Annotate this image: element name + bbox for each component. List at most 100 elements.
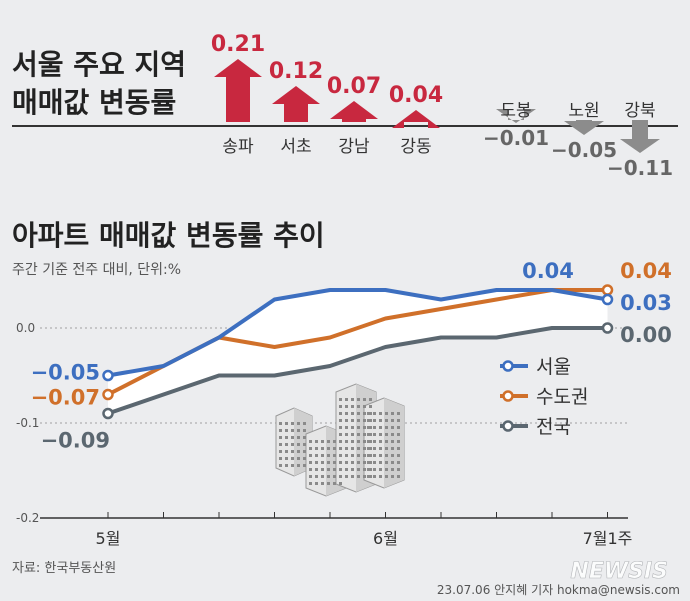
series-point-seoul bbox=[601, 293, 614, 306]
window-mark bbox=[345, 398, 348, 401]
district-arrows: 0.21 송파 0.12 서초 0.07 강남 0.04 강동 −0.01 도봉 −0.05 노원 −0… bbox=[211, 32, 673, 180]
window-mark bbox=[279, 429, 282, 432]
window-mark bbox=[363, 398, 366, 401]
data-label: 0.04 bbox=[620, 259, 672, 283]
window-mark bbox=[391, 412, 394, 415]
district-name: 강북 bbox=[624, 101, 655, 121]
window-mark bbox=[385, 468, 388, 471]
window-mark bbox=[379, 447, 382, 450]
window-mark bbox=[315, 447, 318, 450]
window-mark bbox=[391, 419, 394, 422]
window-mark bbox=[369, 419, 372, 422]
window-mark bbox=[291, 436, 294, 439]
window-mark bbox=[385, 419, 388, 422]
window-mark bbox=[373, 433, 376, 436]
window-mark bbox=[369, 405, 372, 408]
district-value: −0.01 bbox=[483, 126, 549, 150]
window-mark bbox=[367, 440, 370, 443]
window-mark bbox=[339, 482, 342, 485]
window-mark bbox=[333, 440, 336, 443]
window-mark bbox=[369, 398, 372, 401]
arrow-강동 bbox=[392, 110, 440, 128]
x-tick-label: 7월1주 bbox=[583, 529, 633, 548]
window-mark bbox=[315, 482, 318, 485]
window-mark bbox=[309, 482, 312, 485]
window-mark bbox=[397, 454, 400, 457]
window-mark bbox=[379, 440, 382, 443]
data-label: −0.07 bbox=[31, 386, 100, 410]
window-mark bbox=[369, 461, 372, 464]
window-mark bbox=[309, 461, 312, 464]
window-mark bbox=[297, 436, 300, 439]
window-mark bbox=[369, 454, 372, 457]
watermark-logo: NEWSIS bbox=[570, 559, 668, 584]
window-mark bbox=[297, 450, 300, 453]
window-mark bbox=[379, 419, 382, 422]
window-mark bbox=[357, 398, 360, 401]
window-mark bbox=[351, 475, 354, 478]
window-mark bbox=[327, 468, 330, 471]
window-mark bbox=[373, 447, 376, 450]
window-mark bbox=[385, 461, 388, 464]
arrow-도봉 bbox=[496, 109, 536, 123]
window-mark bbox=[385, 412, 388, 415]
window-mark bbox=[391, 454, 394, 457]
window-mark bbox=[345, 454, 348, 457]
window-mark bbox=[351, 405, 354, 408]
window-mark bbox=[373, 475, 376, 478]
window-mark bbox=[367, 419, 370, 422]
window-mark bbox=[279, 436, 282, 439]
window-mark bbox=[379, 426, 382, 429]
window-mark bbox=[345, 468, 348, 471]
arrow-서초 bbox=[272, 86, 320, 122]
window-mark bbox=[345, 426, 348, 429]
district-value: −0.11 bbox=[607, 156, 673, 180]
window-mark bbox=[351, 461, 354, 464]
data-label: 0.03 bbox=[620, 291, 672, 315]
legend-marker bbox=[502, 360, 514, 372]
window-mark bbox=[339, 398, 342, 401]
window-mark bbox=[309, 475, 312, 478]
window-mark bbox=[351, 426, 354, 429]
window-mark bbox=[351, 454, 354, 457]
window-mark bbox=[357, 405, 360, 408]
window-mark bbox=[391, 433, 394, 436]
chart-lines: −0.05−0.07 −0.09 0.04 0.04 0.03 0.00 bbox=[31, 259, 672, 453]
seoul-nation-band bbox=[108, 290, 608, 414]
window-mark bbox=[357, 440, 360, 443]
arrow-송파 bbox=[214, 59, 262, 122]
window-mark bbox=[369, 447, 372, 450]
window-mark bbox=[385, 440, 388, 443]
window-mark bbox=[291, 450, 294, 453]
window-mark bbox=[373, 461, 376, 464]
window-mark bbox=[339, 440, 342, 443]
window-mark bbox=[397, 468, 400, 471]
window-mark bbox=[373, 426, 376, 429]
district-name: 도봉 bbox=[500, 101, 531, 121]
y-tick-label: -0.2 bbox=[16, 511, 39, 525]
window-mark bbox=[333, 482, 336, 485]
window-mark bbox=[303, 429, 306, 432]
window-mark bbox=[391, 461, 394, 464]
window-mark bbox=[385, 447, 388, 450]
arrow-강남 bbox=[330, 101, 378, 122]
top-title-line2: 매매값 변동률 bbox=[12, 86, 176, 119]
legend-label: 서울 bbox=[536, 356, 571, 378]
window-mark bbox=[391, 468, 394, 471]
window-mark bbox=[367, 461, 370, 464]
district-value: 0.04 bbox=[389, 83, 443, 108]
series-point-metro bbox=[102, 388, 114, 401]
series-line-seoul bbox=[107, 288, 608, 378]
window-mark bbox=[327, 447, 330, 450]
window-mark bbox=[391, 475, 394, 478]
window-mark bbox=[285, 450, 288, 453]
window-mark bbox=[351, 419, 354, 422]
window-mark bbox=[345, 475, 348, 478]
window-mark bbox=[279, 422, 282, 425]
window-mark bbox=[321, 447, 324, 450]
window-mark bbox=[285, 422, 288, 425]
window-mark bbox=[333, 468, 336, 471]
window-mark bbox=[291, 464, 294, 467]
window-mark bbox=[345, 433, 348, 436]
